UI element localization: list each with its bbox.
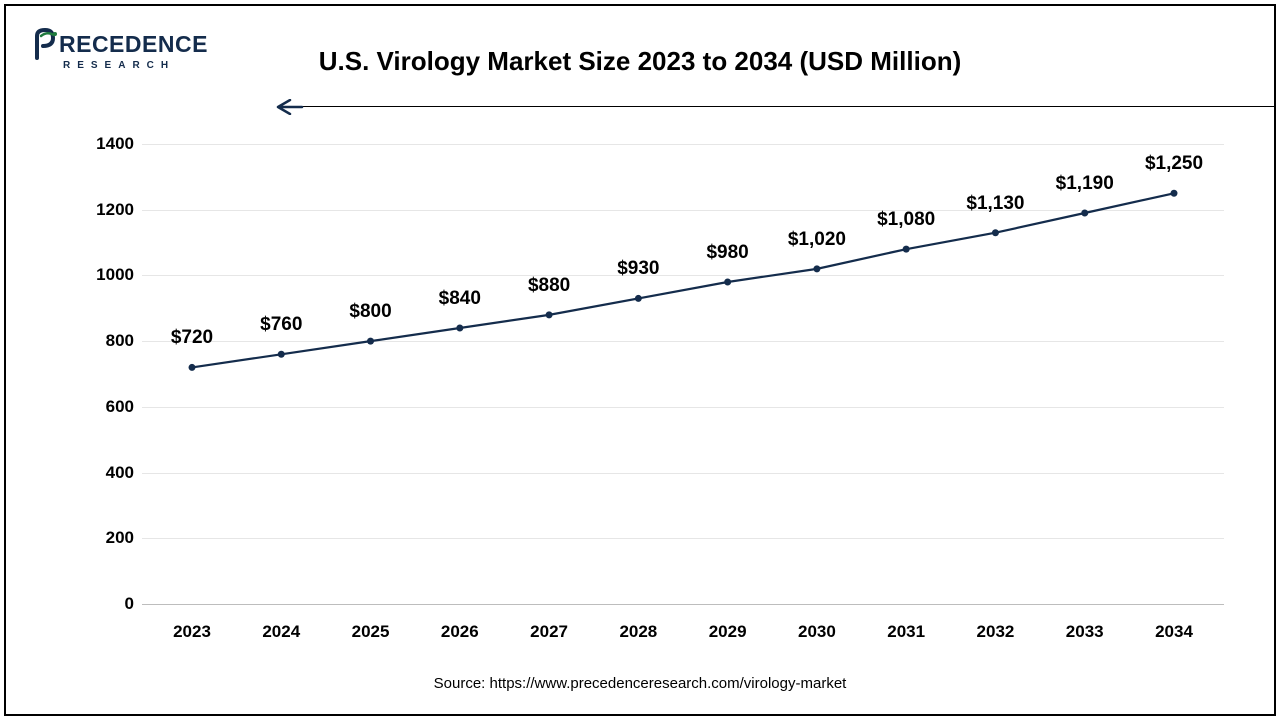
data-marker — [992, 229, 999, 236]
x-tick-label: 2029 — [709, 622, 747, 642]
x-tick-label: 2024 — [262, 622, 300, 642]
y-tick-label: 600 — [106, 397, 134, 417]
plot-region: $720$760$800$840$880$930$980$1,020$1,080… — [142, 144, 1224, 604]
data-marker — [724, 279, 731, 286]
data-marker — [367, 338, 374, 345]
x-axis — [142, 604, 1224, 605]
data-marker — [635, 295, 642, 302]
x-tick-label: 2027 — [530, 622, 568, 642]
data-marker — [189, 364, 196, 371]
data-marker — [1171, 190, 1178, 197]
y-tick-label: 400 — [106, 463, 134, 483]
chart-area: $720$760$800$840$880$930$980$1,020$1,080… — [56, 144, 1224, 646]
chart-frame: RECEDENCE RESEARCH U.S. Virology Market … — [4, 4, 1276, 716]
y-tick-label: 1000 — [96, 265, 134, 285]
chart-title: U.S. Virology Market Size 2023 to 2034 (… — [6, 46, 1274, 77]
x-tick-label: 2033 — [1066, 622, 1104, 642]
data-marker — [813, 265, 820, 272]
x-tick-label: 2028 — [619, 622, 657, 642]
x-tick-label: 2026 — [441, 622, 479, 642]
data-marker — [546, 311, 553, 318]
y-tick-label: 1200 — [96, 200, 134, 220]
data-marker — [903, 246, 910, 253]
y-tick-label: 1400 — [96, 134, 134, 154]
data-marker — [278, 351, 285, 358]
y-tick-label: 0 — [125, 594, 134, 614]
x-tick-label: 2031 — [887, 622, 925, 642]
arrow-left-icon — [276, 99, 306, 115]
data-marker — [456, 325, 463, 332]
y-tick-label: 800 — [106, 331, 134, 351]
data-marker — [1081, 210, 1088, 217]
x-tick-label: 2034 — [1155, 622, 1193, 642]
y-tick-label: 200 — [106, 528, 134, 548]
x-tick-label: 2023 — [173, 622, 211, 642]
data-line — [192, 193, 1174, 367]
x-tick-label: 2030 — [798, 622, 836, 642]
source-text: Source: https://www.precedenceresearch.c… — [6, 675, 1274, 692]
x-tick-label: 2032 — [977, 622, 1015, 642]
x-tick-label: 2025 — [352, 622, 390, 642]
line-series — [142, 144, 1224, 604]
decorative-arrow-line — [298, 106, 1274, 107]
decorative-arrow — [276, 99, 1274, 113]
